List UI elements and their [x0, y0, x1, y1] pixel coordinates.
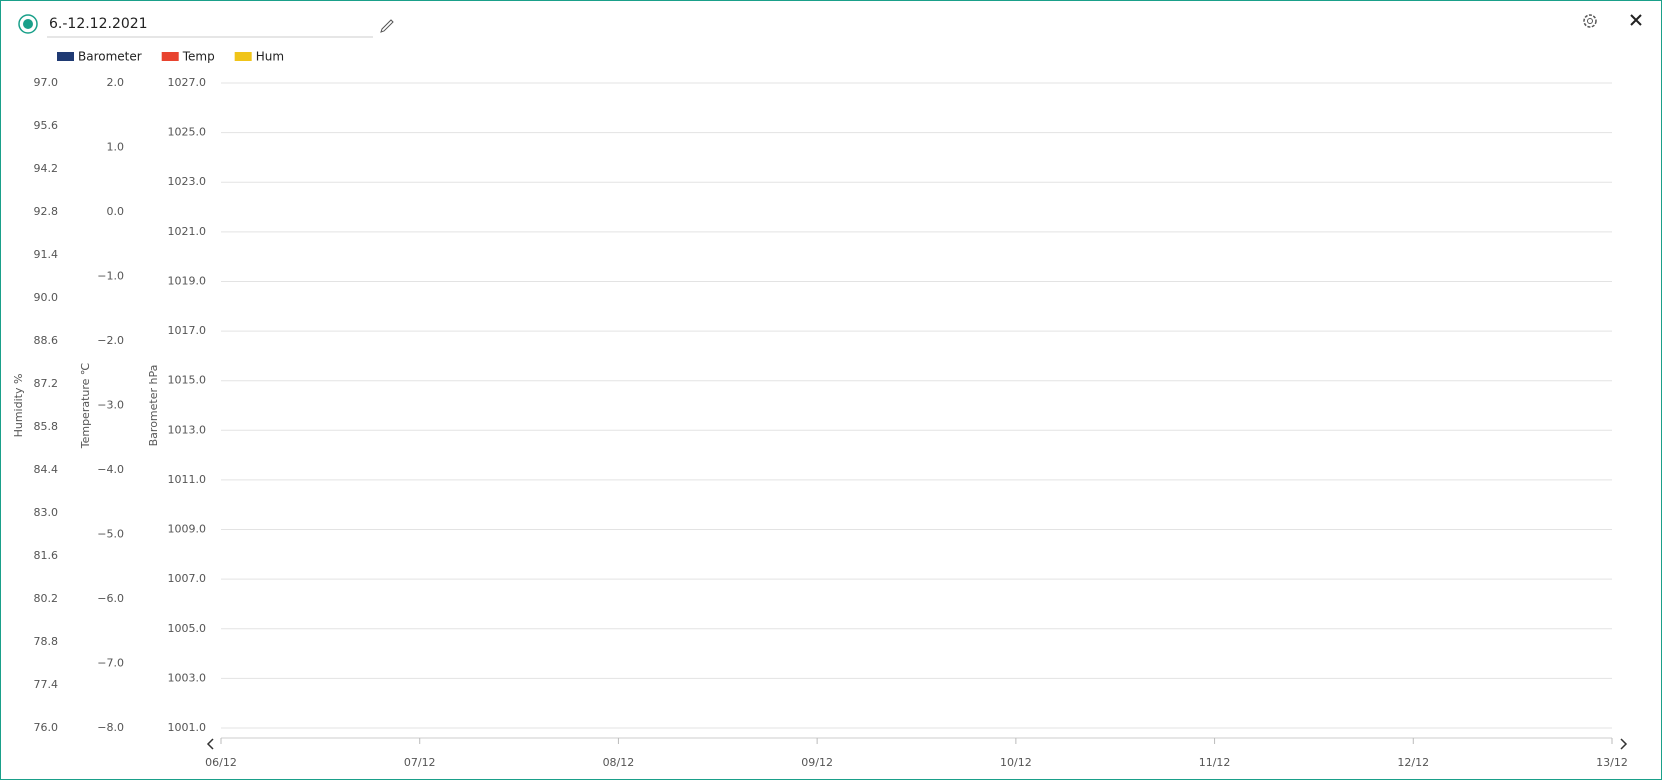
- legend-item[interactable]: Barometer: [57, 50, 142, 64]
- settings-icon[interactable]: [1583, 14, 1597, 28]
- y3-tick-label: 76.0: [34, 721, 59, 734]
- next-arrow[interactable]: [1620, 738, 1628, 750]
- settings-icon-center: [1587, 18, 1593, 24]
- legend-item[interactable]: Temp: [161, 50, 215, 64]
- prev-arrow[interactable]: [206, 738, 214, 750]
- y3-tick-label: 92.8: [34, 205, 59, 218]
- y-tick-label: 1025.0: [168, 126, 207, 139]
- y-tick-label: 1019.0: [168, 274, 207, 287]
- y3-tick-label: 85.8: [34, 420, 59, 433]
- y3-tick-label: 91.4: [34, 248, 59, 261]
- axis-title: Barometer hPa: [147, 365, 160, 447]
- y2-tick-label: −7.0: [97, 657, 124, 670]
- y-tick-label: 1027.0: [168, 76, 207, 89]
- x-tick-label: 13/12: [1596, 756, 1628, 769]
- y3-tick-label: 94.2: [34, 162, 59, 175]
- y2-tick-label: −1.0: [97, 270, 124, 283]
- y2-tick-label: −8.0: [97, 721, 124, 734]
- y3-tick-label: 80.2: [34, 592, 59, 605]
- legend-label: Temp: [182, 50, 215, 64]
- axis-title: Humidity %: [12, 374, 25, 438]
- x-tick-label: 11/12: [1199, 756, 1231, 769]
- legend-swatch: [161, 52, 179, 61]
- y2-tick-label: 0.0: [107, 205, 125, 218]
- y2-tick-label: −3.0: [97, 399, 124, 412]
- y-tick-label: 1021.0: [168, 225, 207, 238]
- close-icon[interactable]: [1630, 14, 1642, 26]
- y2-tick-label: −4.0: [97, 463, 124, 476]
- x-tick-label: 10/12: [1000, 756, 1032, 769]
- x-tick-label: 08/12: [603, 756, 635, 769]
- edit-icon[interactable]: [380, 19, 394, 33]
- y-tick-label: 1011.0: [168, 473, 207, 486]
- axis-title: Temperature ℃: [79, 363, 92, 450]
- y-tick-label: 1013.0: [168, 423, 207, 436]
- x-tick-label: 07/12: [404, 756, 436, 769]
- y2-tick-label: 2.0: [107, 76, 125, 89]
- y3-tick-label: 77.4: [34, 678, 59, 691]
- status-icon[interactable]: [18, 14, 38, 34]
- y3-tick-label: 90.0: [34, 291, 59, 304]
- y2-tick-label: −5.0: [97, 528, 124, 541]
- y2-tick-label: −6.0: [97, 592, 124, 605]
- y3-tick-label: 97.0: [34, 76, 59, 89]
- y2-tick-label: 1.0: [107, 141, 125, 154]
- x-tick-label: 09/12: [801, 756, 833, 769]
- y3-tick-label: 84.4: [34, 463, 59, 476]
- y-tick-label: 1015.0: [168, 374, 207, 387]
- legend-label: Barometer: [78, 50, 142, 64]
- legend-label: Hum: [256, 50, 284, 64]
- y3-tick-label: 87.2: [34, 377, 59, 390]
- x-tick-label: 12/12: [1397, 756, 1429, 769]
- x-tick-label: 06/12: [205, 756, 237, 769]
- y-tick-label: 1017.0: [168, 324, 207, 337]
- y-tick-label: 1005.0: [168, 622, 207, 635]
- y-tick-label: 1009.0: [168, 523, 207, 536]
- y2-tick-label: −2.0: [97, 334, 124, 347]
- y3-tick-label: 83.0: [34, 506, 59, 519]
- status-dot: [23, 19, 33, 29]
- legend-swatch: [234, 52, 252, 61]
- y3-tick-label: 78.8: [34, 635, 59, 648]
- legend-swatch: [57, 52, 74, 61]
- chart-title: 6.-12.12.2021: [49, 16, 148, 32]
- legend-item[interactable]: Hum: [234, 50, 284, 64]
- y3-tick-label: 81.6: [34, 549, 59, 562]
- y-tick-label: 1023.0: [168, 175, 207, 188]
- y3-tick-label: 88.6: [34, 334, 59, 347]
- y-tick-label: 1007.0: [168, 572, 207, 585]
- y-tick-label: 1003.0: [168, 671, 207, 684]
- y-tick-label: 1001.0: [168, 721, 207, 734]
- y3-tick-label: 95.6: [34, 119, 59, 132]
